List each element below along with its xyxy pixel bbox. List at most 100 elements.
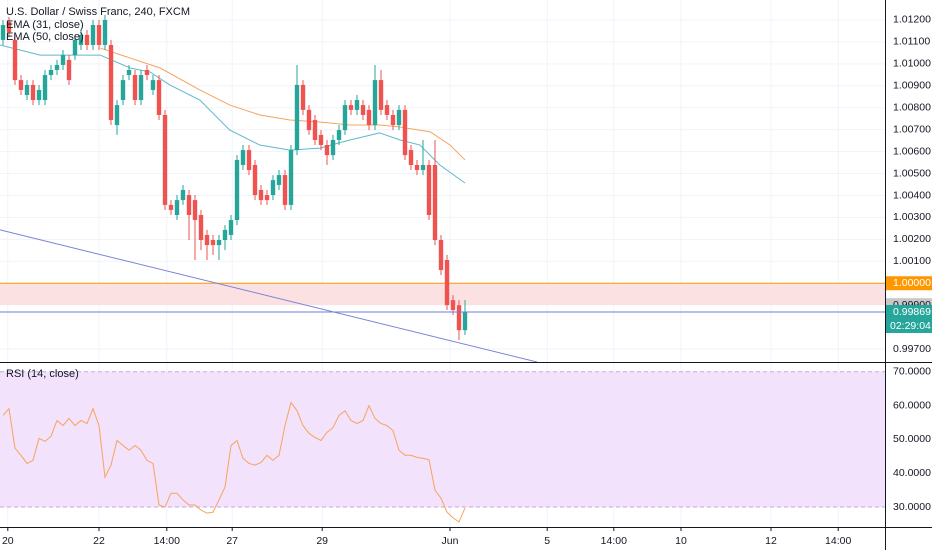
y-tick-label: 1.00400 <box>893 189 931 201</box>
candle-body <box>348 105 354 110</box>
y-tick-label: 70.0000 <box>893 366 931 378</box>
x-tick-label: 29 <box>316 535 328 547</box>
ema-line <box>100 47 466 161</box>
candle-body <box>144 69 150 76</box>
candle-body <box>42 75 48 101</box>
candle-body <box>192 200 198 221</box>
candle-body <box>90 25 96 45</box>
legend-entry: EMA (31, close) <box>6 19 84 31</box>
candle-body <box>150 80 156 90</box>
candle-body <box>306 109 312 131</box>
candle-body <box>198 215 204 241</box>
y-tick-label: 30.0000 <box>893 501 931 513</box>
candle-body <box>18 80 24 90</box>
x-tick-label: 12 <box>765 535 777 547</box>
x-tick-label: 14:00 <box>601 535 627 547</box>
candle-body <box>54 64 60 70</box>
x-tick-label: 20 <box>2 535 14 547</box>
candle-body <box>450 300 456 311</box>
candle-body <box>318 134 324 146</box>
y-tick-label: 1.00100 <box>893 255 931 267</box>
candle-body <box>156 80 162 115</box>
candle-body <box>354 100 360 110</box>
candle-body <box>162 114 168 205</box>
countdown: 02:29:04 <box>890 320 931 332</box>
y-tick-label: 1.00500 <box>893 167 931 179</box>
candle-body <box>84 34 90 45</box>
trendline <box>0 229 538 362</box>
candle-body <box>252 164 258 196</box>
candle-body <box>366 109 372 126</box>
candle-body <box>276 175 282 185</box>
candle-body <box>240 150 246 165</box>
candle-body <box>426 164 432 216</box>
x-tick-label: 14:00 <box>154 535 180 547</box>
candle-body <box>444 259 450 306</box>
candle-body <box>216 240 222 246</box>
candle-body <box>12 39 18 81</box>
rsi-title: RSI (14, close) <box>6 368 79 380</box>
candle-body <box>294 84 300 151</box>
candle-body <box>384 105 390 115</box>
candle-body <box>210 240 216 246</box>
candle-body <box>312 120 318 140</box>
x-tick-label: 14:00 <box>825 535 851 547</box>
candle-body <box>330 139 336 156</box>
candle-body <box>414 164 420 171</box>
candle-body <box>282 175 288 205</box>
candle-body <box>168 204 174 210</box>
candle-body <box>30 84 36 101</box>
y-tick-label: 1.00600 <box>893 145 931 157</box>
candle-body <box>126 69 132 76</box>
candle-body <box>432 164 438 241</box>
price-zone <box>0 283 885 306</box>
y-tick-label: 1.00800 <box>893 102 931 114</box>
candle-body <box>372 80 378 126</box>
chart-title: U.S. Dollar / Swiss Franc, 240, FXCM <box>6 6 190 18</box>
candle-body <box>456 305 462 331</box>
candle-body <box>342 105 348 131</box>
y-tick-label: 1.01200 <box>893 14 931 26</box>
y-tick-label: 1.01000 <box>893 58 931 70</box>
x-tick-label: 5 <box>544 535 550 547</box>
candle-body <box>420 164 426 171</box>
y-tick-label: 0.99700 <box>893 343 931 355</box>
y-tick-label: 50.0000 <box>893 433 931 445</box>
candle-body <box>138 75 144 101</box>
countdown-box <box>886 318 932 333</box>
x-tick-label: 10 <box>675 535 687 547</box>
x-tick-label: 27 <box>226 535 238 547</box>
candle-body <box>462 311 468 331</box>
candle-body <box>246 150 252 171</box>
candle-body <box>174 200 180 216</box>
candle-body <box>360 105 366 115</box>
candle-body <box>396 109 402 126</box>
candle-body <box>228 220 234 235</box>
candle-body <box>264 195 270 201</box>
price-label: 0.99869 <box>893 306 931 318</box>
y-tick-label: 40.0000 <box>893 467 931 479</box>
candle-body <box>114 105 120 126</box>
candle-body <box>60 55 66 65</box>
candle-body <box>0 25 6 40</box>
candle-body <box>36 89 42 101</box>
candle-body <box>96 25 102 45</box>
y-tick-label: 1.00700 <box>893 123 931 135</box>
candle-body <box>336 130 342 140</box>
price-label-box <box>886 276 932 291</box>
y-tick-label: 60.0000 <box>893 399 931 411</box>
x-tick-label: 22 <box>93 535 105 547</box>
y-tick-label: 1.00900 <box>893 80 931 92</box>
candle-body <box>120 80 126 101</box>
candle-body <box>48 69 54 76</box>
price-label: 1.00000 <box>893 277 931 289</box>
candle-body <box>402 109 408 156</box>
rsi-line <box>2 401 466 523</box>
price-label-box <box>886 304 932 319</box>
candle-body <box>78 34 84 45</box>
candle-body <box>324 145 330 156</box>
candle-body <box>132 75 138 101</box>
candle-body <box>438 240 444 271</box>
y-tick-label: 1.00300 <box>893 211 931 223</box>
candle-body <box>186 195 192 216</box>
